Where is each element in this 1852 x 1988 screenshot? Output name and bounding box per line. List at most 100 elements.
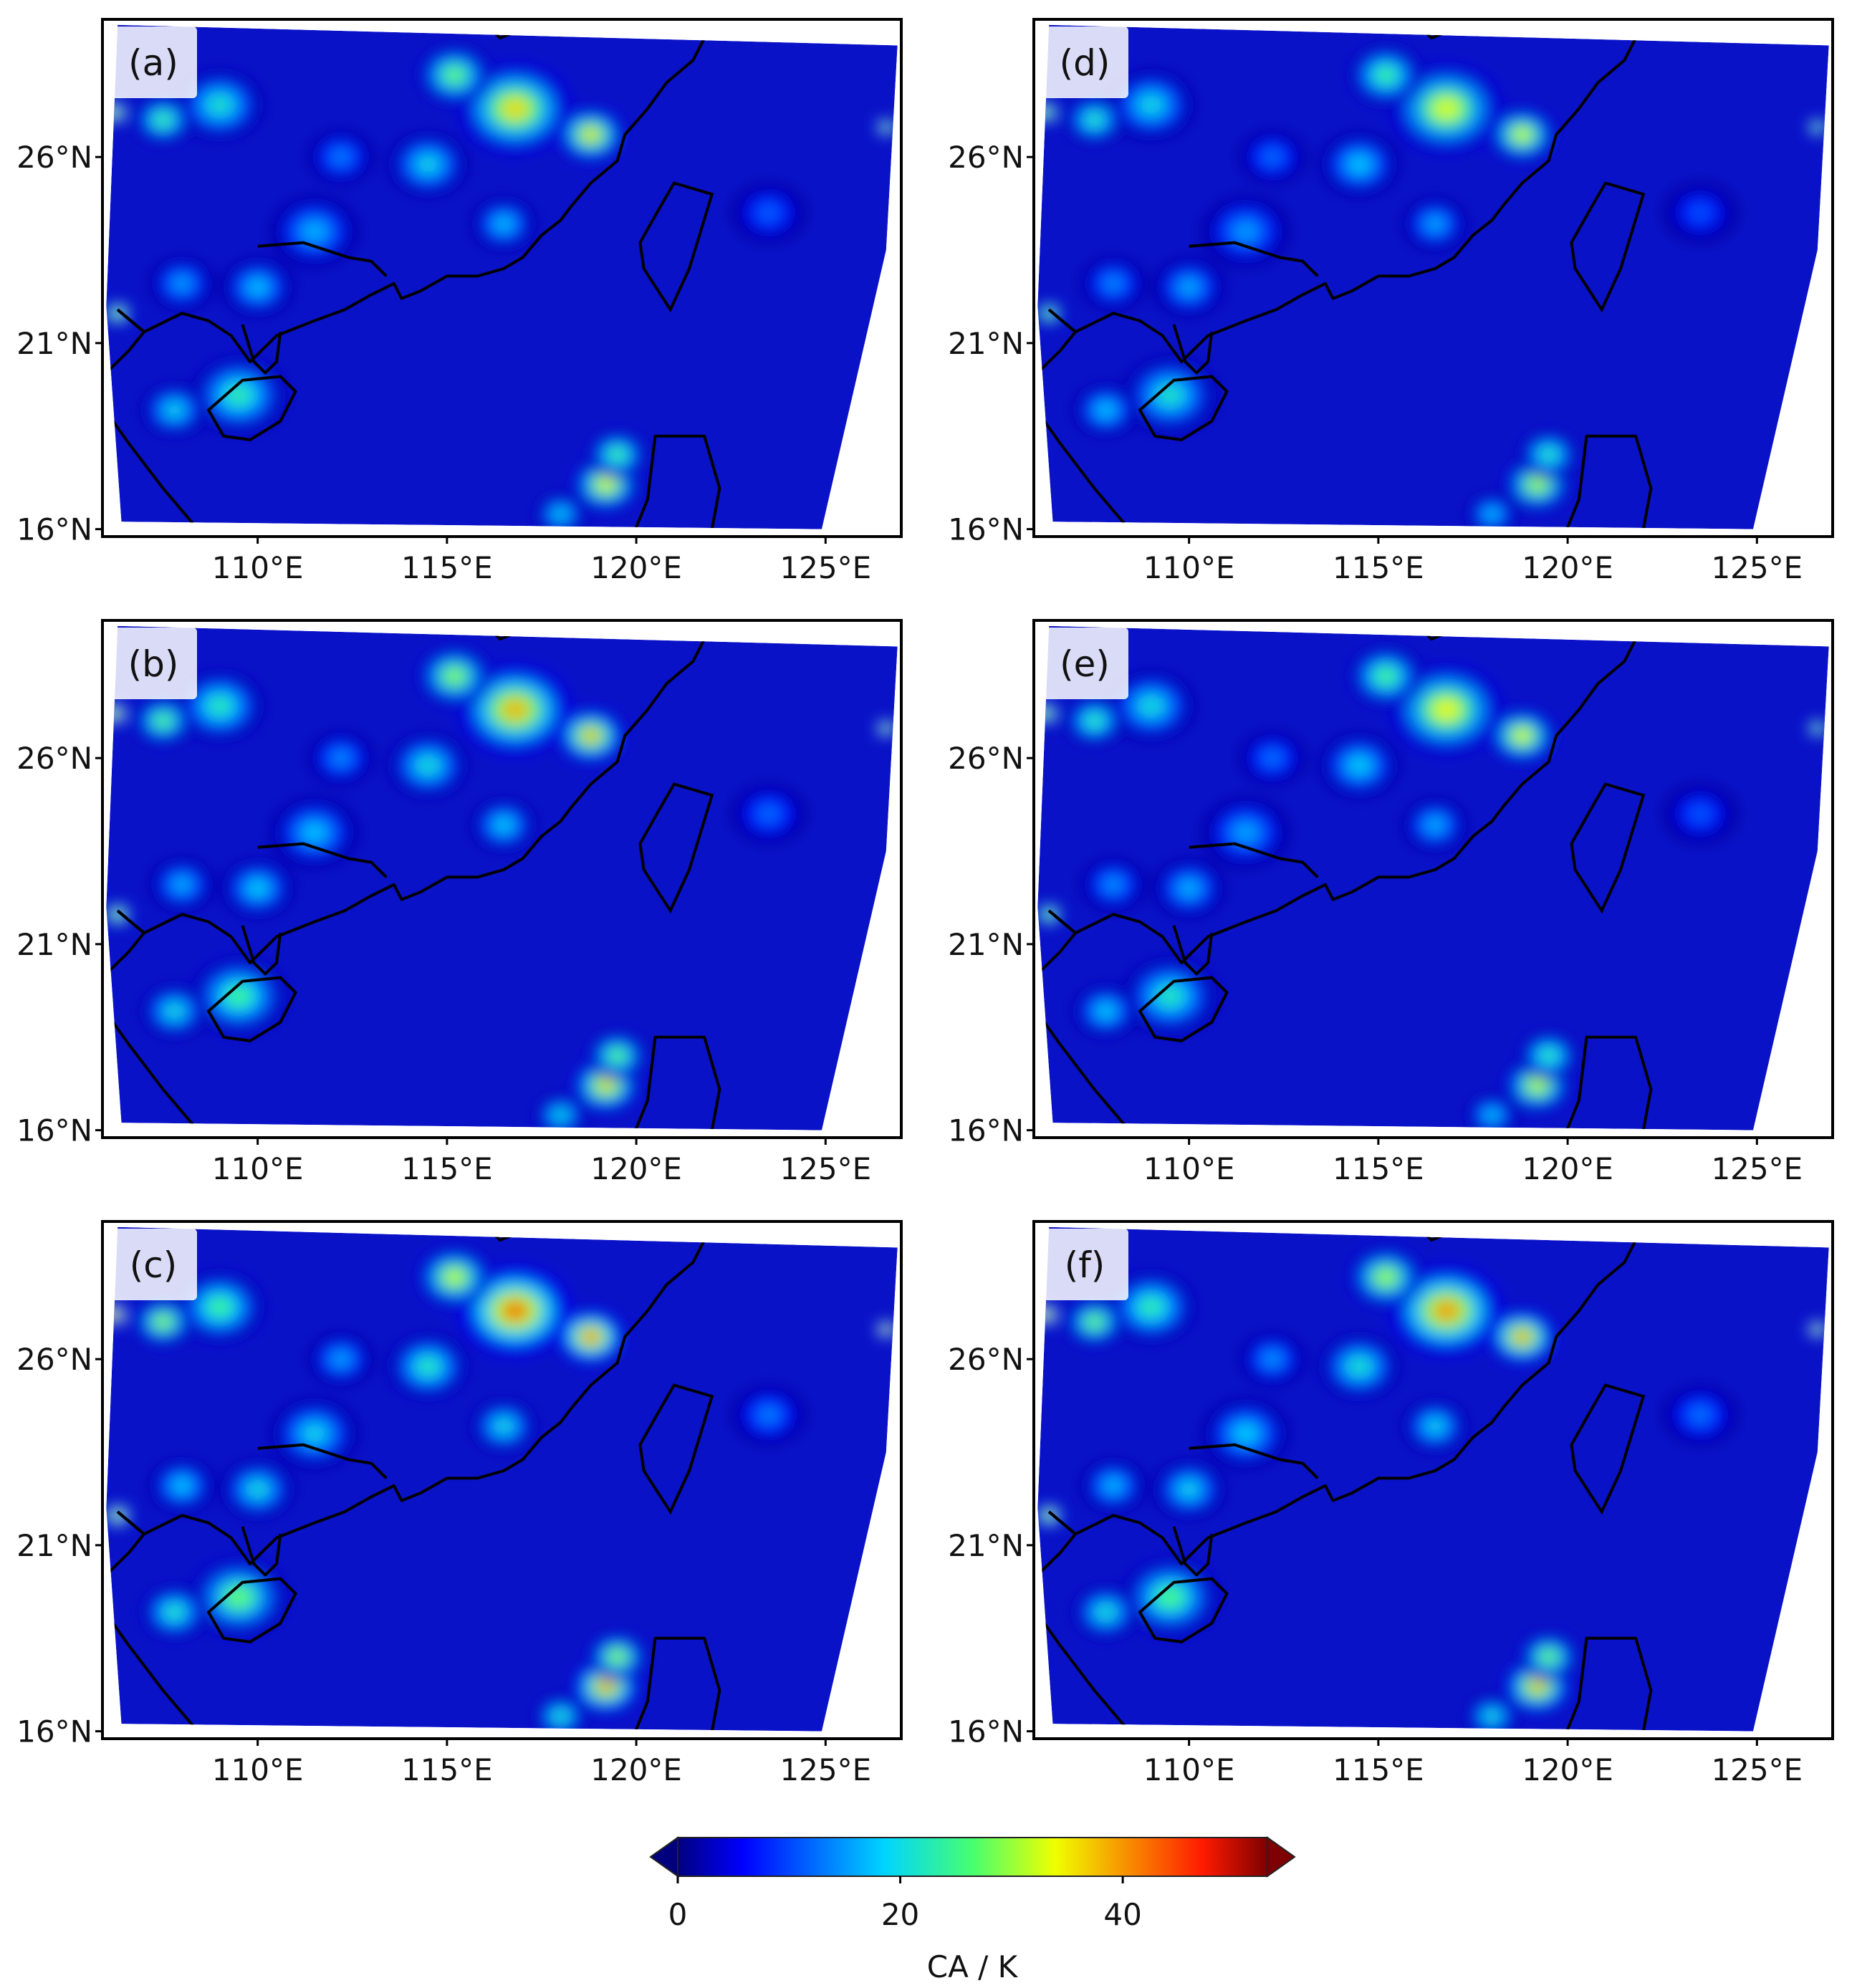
colorbar-tick-label: 0 bbox=[668, 1897, 688, 1932]
cloud-cell bbox=[1264, 150, 1281, 164]
cloud-cell bbox=[155, 1315, 171, 1328]
panel-tag: (f) bbox=[1065, 1244, 1105, 1286]
taiwan-outline bbox=[1570, 1383, 1646, 1515]
cloud-cell bbox=[106, 705, 125, 722]
cloud-cell bbox=[1426, 1419, 1444, 1434]
lon-tick-label: 110°E bbox=[212, 1752, 304, 1787]
cloud-cell bbox=[1485, 509, 1499, 520]
cloud-cell bbox=[226, 385, 251, 405]
cloud-cell bbox=[417, 155, 438, 173]
panel-tag: (a) bbox=[128, 42, 178, 84]
cloud-amount-field bbox=[106, 44, 898, 529]
cloud-cell bbox=[610, 1050, 625, 1062]
lat-tick-label: 26°N bbox=[16, 140, 92, 175]
cloud-cell bbox=[173, 277, 191, 291]
taiwan-outline bbox=[638, 181, 714, 313]
hainan-outline bbox=[206, 976, 297, 1042]
leizhou-peninsula bbox=[241, 925, 282, 976]
cloud-cell bbox=[1105, 277, 1122, 291]
cloud-cell bbox=[110, 710, 118, 717]
cloud-cell bbox=[1690, 806, 1710, 822]
cloud-cell bbox=[1690, 205, 1710, 221]
cloud-cell bbox=[1541, 1651, 1557, 1663]
cloud-cell bbox=[1037, 104, 1056, 121]
panel-frame bbox=[101, 1220, 903, 1740]
lat-tick-label: 21°N bbox=[948, 927, 1024, 962]
cloud-cell bbox=[155, 113, 171, 126]
cloud-cell bbox=[1097, 403, 1115, 417]
cloud-cell bbox=[1097, 1605, 1115, 1619]
cloud-cell bbox=[610, 448, 625, 461]
lon-tick-label: 115°E bbox=[1333, 1752, 1424, 1787]
colorbar-gradient bbox=[677, 1837, 1268, 1877]
lon-tick-label: 115°E bbox=[401, 1752, 493, 1787]
swath-background bbox=[1037, 24, 1829, 529]
cloud-cell bbox=[445, 1269, 464, 1285]
map-panel-b: (b) 26°N 21°N 16°N 110°E 115°E 120°E 125°E bbox=[16, 619, 903, 1186]
cloud-cell bbox=[1158, 986, 1183, 1007]
cloud-cell bbox=[1485, 1711, 1499, 1722]
cloud-cell bbox=[1348, 757, 1370, 774]
cloud-cell bbox=[165, 1605, 183, 1619]
lon-tick-label: 115°E bbox=[1333, 1151, 1424, 1186]
cloud-cell bbox=[554, 1110, 567, 1121]
vietnam-coast bbox=[1037, 1510, 1133, 1732]
map-panel-a: (a) 26°N 21°N 16°N 110°E 115°E 120°E 125°E bbox=[16, 18, 903, 585]
lat-tick-label: 26°N bbox=[16, 741, 92, 776]
lat-tick-label: 16°N bbox=[948, 1714, 1024, 1749]
lon-tick-label: 110°E bbox=[212, 550, 304, 585]
lon-tick-label: 120°E bbox=[590, 1752, 682, 1787]
colorbar: 0 20 40 CA / K bbox=[649, 1836, 1296, 1984]
lon-tick-label: 110°E bbox=[212, 1151, 304, 1186]
panel-frame bbox=[101, 619, 903, 1139]
panel-frame bbox=[101, 18, 903, 538]
cloud-cell bbox=[1690, 1407, 1710, 1423]
cloud-cell bbox=[1376, 668, 1396, 684]
lon-tick-label: 120°E bbox=[1522, 1752, 1613, 1787]
swath-background bbox=[106, 625, 898, 1130]
cloud-cell bbox=[1041, 1311, 1050, 1318]
lat-tick-label: 21°N bbox=[16, 326, 92, 361]
cloud-cell bbox=[248, 880, 267, 896]
lon-tick-label: 110°E bbox=[1143, 550, 1235, 585]
cloud-cell bbox=[1139, 696, 1163, 716]
cloud-cell bbox=[1037, 705, 1056, 722]
colorbar-tick-label: 40 bbox=[1103, 1897, 1141, 1932]
cloud-cell bbox=[1234, 222, 1257, 241]
cloud-cell bbox=[107, 107, 121, 118]
cloud-cell bbox=[1179, 1482, 1199, 1497]
lat-tick-label: 16°N bbox=[16, 512, 92, 547]
taiwan-outline bbox=[1570, 782, 1646, 914]
cloud-cell bbox=[155, 714, 171, 727]
map-panels: (a) 26°N 21°N 16°N 110°E 115°E 120°E 125°E (b) 26… bbox=[16, 18, 1834, 1787]
cloud-cell bbox=[582, 729, 600, 743]
cloud-cell bbox=[501, 97, 529, 120]
cloud-cell bbox=[445, 668, 464, 684]
cloud-cell bbox=[1158, 385, 1183, 405]
cloud-cell bbox=[1158, 1587, 1183, 1608]
lon-tick-label: 120°E bbox=[590, 1151, 682, 1186]
cloud-cell bbox=[597, 477, 615, 491]
cloud-cell bbox=[248, 279, 267, 295]
cloud-cell bbox=[107, 1309, 121, 1320]
panel-tag-box bbox=[110, 1229, 197, 1300]
lat-tick-label: 26°N bbox=[948, 140, 1024, 175]
cloud-cell bbox=[1528, 477, 1546, 491]
cloud-cell bbox=[208, 1297, 231, 1317]
lon-tick-label: 125°E bbox=[779, 1151, 871, 1186]
lon-tick-label: 115°E bbox=[401, 1151, 493, 1186]
cloud-cell bbox=[1234, 1424, 1257, 1443]
coastline bbox=[1047, 1226, 1645, 1565]
hainan-outline bbox=[206, 1577, 297, 1643]
leizhou-peninsula bbox=[241, 1526, 282, 1577]
panel-tag: (b) bbox=[128, 643, 179, 685]
lon-tick-label: 115°E bbox=[401, 550, 493, 585]
cloud-cell bbox=[582, 1330, 600, 1344]
cloud-cell bbox=[1264, 751, 1281, 765]
hainan-outline bbox=[206, 375, 297, 441]
cloud-cell bbox=[1179, 880, 1199, 896]
lon-tick-label: 125°E bbox=[1711, 1752, 1803, 1787]
cloud-cell bbox=[165, 1004, 183, 1018]
cloud-cell bbox=[1086, 113, 1103, 126]
cloud-cell bbox=[883, 1327, 889, 1332]
